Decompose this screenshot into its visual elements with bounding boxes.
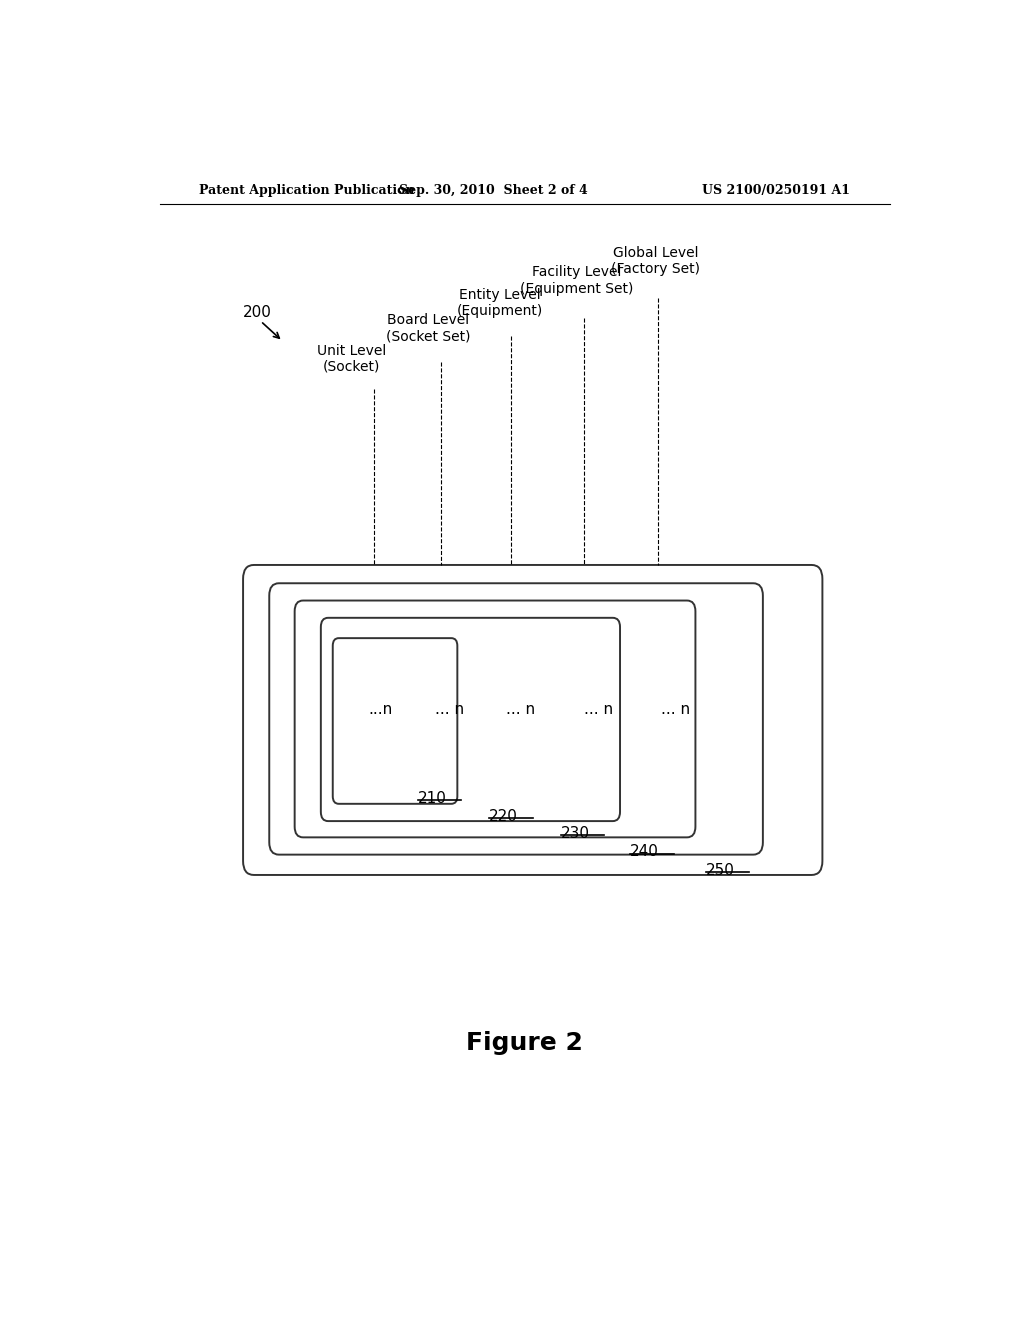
Text: ...n: ...n <box>369 702 392 717</box>
Text: Unit Level
(Socket): Unit Level (Socket) <box>317 343 386 374</box>
Text: 210: 210 <box>418 791 446 805</box>
Text: Board Level
(Socket Set): Board Level (Socket Set) <box>386 313 470 343</box>
Text: 200: 200 <box>243 305 272 321</box>
Text: Patent Application Publication: Patent Application Publication <box>200 185 415 198</box>
Text: ... n: ... n <box>506 702 536 717</box>
Text: ... n: ... n <box>584 702 613 717</box>
Text: 250: 250 <box>706 863 734 878</box>
Text: Global Level
(Factory Set): Global Level (Factory Set) <box>611 246 700 276</box>
Text: Entity Level
(Equipment): Entity Level (Equipment) <box>457 288 543 318</box>
Text: Sep. 30, 2010  Sheet 2 of 4: Sep. 30, 2010 Sheet 2 of 4 <box>398 185 588 198</box>
Text: 240: 240 <box>631 845 659 859</box>
Text: Figure 2: Figure 2 <box>466 1031 584 1055</box>
Text: US 2100/0250191 A1: US 2100/0250191 A1 <box>702 185 850 198</box>
Text: ... n: ... n <box>662 702 690 717</box>
Text: ... n: ... n <box>435 702 464 717</box>
Text: 220: 220 <box>489 809 518 824</box>
Text: Facility Level
(Equipment Set): Facility Level (Equipment Set) <box>520 265 633 296</box>
Text: 230: 230 <box>560 826 590 841</box>
